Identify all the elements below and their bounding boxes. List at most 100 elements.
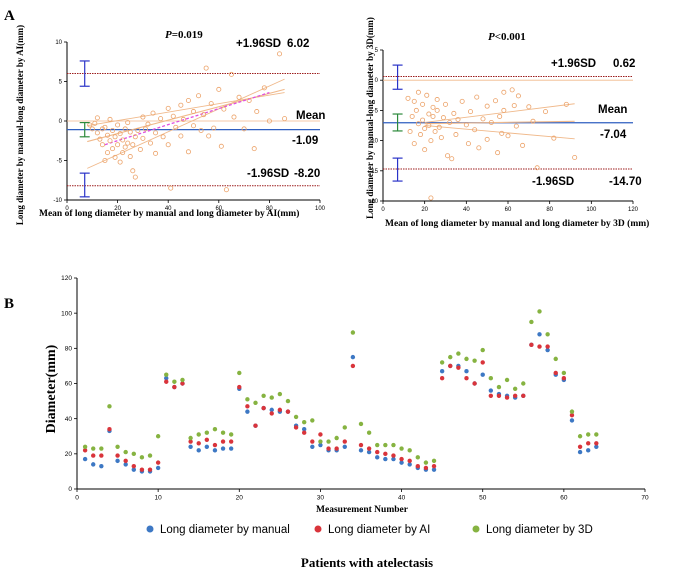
chart-a-right-y-tick-label: -20 <box>369 199 378 205</box>
chart-b-point-manual <box>391 456 396 462</box>
chart-b-x-tick-label: 0 <box>75 495 79 502</box>
chart-a-right-mean-value: -7.04 <box>600 129 627 141</box>
chart-a-left-x-tick-label: 80 <box>266 206 273 212</box>
chart-a-right-point <box>563 101 569 107</box>
chart-a-left-point <box>120 137 126 143</box>
chart-a-left-point <box>178 102 184 108</box>
chart-a-left-point <box>99 142 105 148</box>
chart-a-left-point <box>236 94 242 100</box>
chart-b-point-ai <box>456 365 461 370</box>
chart-a-right-point <box>501 89 507 95</box>
chart-a-right-point <box>526 104 532 110</box>
chart-a-right-point <box>488 119 494 125</box>
chart-b-point-ai <box>99 453 104 458</box>
chart-a-left-point <box>211 125 217 131</box>
chart-a-right-point <box>434 97 440 103</box>
chart-a-right-x-tick-label: 20 <box>421 207 428 213</box>
chart-a-left-x-tick-label: 100 <box>315 206 326 212</box>
chart-a-left-point <box>254 109 260 115</box>
chart-a-right-lower-value: -14.70 <box>609 176 642 188</box>
panel-label-b: B <box>4 296 14 312</box>
chart-a-left-point <box>261 85 267 91</box>
chart-a-left-point <box>135 127 141 133</box>
chart-b-point-3d <box>123 449 128 455</box>
chart-a-right-point <box>534 165 540 171</box>
chart-b-point-3d <box>496 384 502 390</box>
chart-b-point-manual <box>310 444 315 449</box>
chart-b-x-tick-label: 50 <box>479 495 487 502</box>
chart-a-left-point <box>180 116 186 122</box>
chart-a-left-point <box>218 143 224 149</box>
chart-b-point-ai <box>415 463 420 469</box>
chart-b-y-label: Diameter(mm) <box>44 344 59 433</box>
chart-b-point-3d <box>512 386 518 391</box>
chart-a-right-point <box>442 101 448 107</box>
chart-b-point-manual <box>196 448 201 453</box>
chart-b-points <box>82 309 599 474</box>
chart-a-left-x-label: Mean of long diameter by manual and long… <box>39 208 299 219</box>
chart-b-point-ai <box>82 448 88 453</box>
chart-a-right-point <box>499 130 505 136</box>
chart-a-right-point <box>465 141 471 147</box>
chart-b-point-3d <box>212 427 218 432</box>
chart-b-point-ai <box>366 446 372 451</box>
chart-a-right-point <box>467 109 473 115</box>
legend-marker-ai <box>314 525 322 533</box>
chart-a-left-point <box>165 142 171 148</box>
chart-b-point-3d <box>326 439 331 444</box>
chart-a-left-x-tick-label: 0 <box>65 206 69 212</box>
chart-b-point-ai <box>277 407 283 413</box>
chart-a-right-point <box>424 92 430 98</box>
chart-a-left-point <box>94 115 100 121</box>
chart-a-right-point <box>434 107 440 113</box>
chart-a-right-point <box>472 127 478 133</box>
chart-b-point-manual <box>155 465 161 471</box>
chart-a-left-y-tick-label: 0 <box>59 119 63 125</box>
chart-b-point-ai <box>488 393 494 399</box>
chart-b-point-3d <box>147 453 153 458</box>
chart-a-left-point <box>132 174 138 180</box>
legend-marker-3d <box>472 525 480 533</box>
chart-a-left-point <box>122 126 128 132</box>
chart-a-left-point <box>231 114 237 120</box>
chart-b-point-manual <box>569 418 575 423</box>
chart-a-left-points <box>87 51 288 193</box>
chart-b-point-ai <box>342 439 347 444</box>
chart-a-right-points <box>405 87 578 201</box>
chart-b-point-ai <box>172 384 177 390</box>
chart-a-left-mean-value: -1.09 <box>292 135 318 147</box>
chart-a-right-p-number: <0.001 <box>495 31 526 43</box>
chart-b-point-manual <box>91 462 96 467</box>
chart-b-point-3d <box>277 391 283 397</box>
chart-a-right-point <box>453 132 459 138</box>
chart-a-left-axes: 0 20 40 60 80 100 -10 -5 0 5 10 <box>53 40 325 212</box>
chart-b-point-ai <box>472 381 477 386</box>
chart-a-left-point <box>127 154 133 160</box>
chart-b-point-ai <box>164 379 169 384</box>
chart-b-point-3d <box>391 442 396 448</box>
chart-a-left-trend-line <box>104 91 270 146</box>
chart-b-point-3d <box>431 458 437 464</box>
chart-b-point-ai <box>293 425 299 430</box>
chart-b-point-ai <box>350 363 356 369</box>
chart-a-left-point <box>137 146 143 152</box>
chart-a-left-point <box>97 136 103 142</box>
chart-b-point-ai <box>537 344 542 349</box>
chart-a-right-point <box>413 107 419 113</box>
chart-b-point-ai <box>269 411 274 416</box>
chart-a-left-point <box>203 65 209 71</box>
chart-a-left-reference-lines <box>67 72 320 187</box>
chart-a-left-point <box>223 187 229 193</box>
chart-b-point-3d <box>399 446 404 451</box>
chart-a-right-x-label: Mean of long diameter by manual and long… <box>385 218 649 229</box>
chart-b-point-manual <box>204 444 210 449</box>
chart-b-point-3d <box>180 377 185 383</box>
chart-b-point-ai <box>431 463 437 469</box>
chart-a-left-point <box>160 134 166 140</box>
chart-a-right-point <box>449 156 455 162</box>
chart-b-point-ai <box>196 441 201 446</box>
chart-b-point-manual <box>212 448 218 453</box>
chart-a-left-y-label: Long diameter by manual-long diameter by… <box>15 25 25 225</box>
chart-a-left-point <box>87 122 93 128</box>
chart-a-left-point <box>241 126 247 132</box>
